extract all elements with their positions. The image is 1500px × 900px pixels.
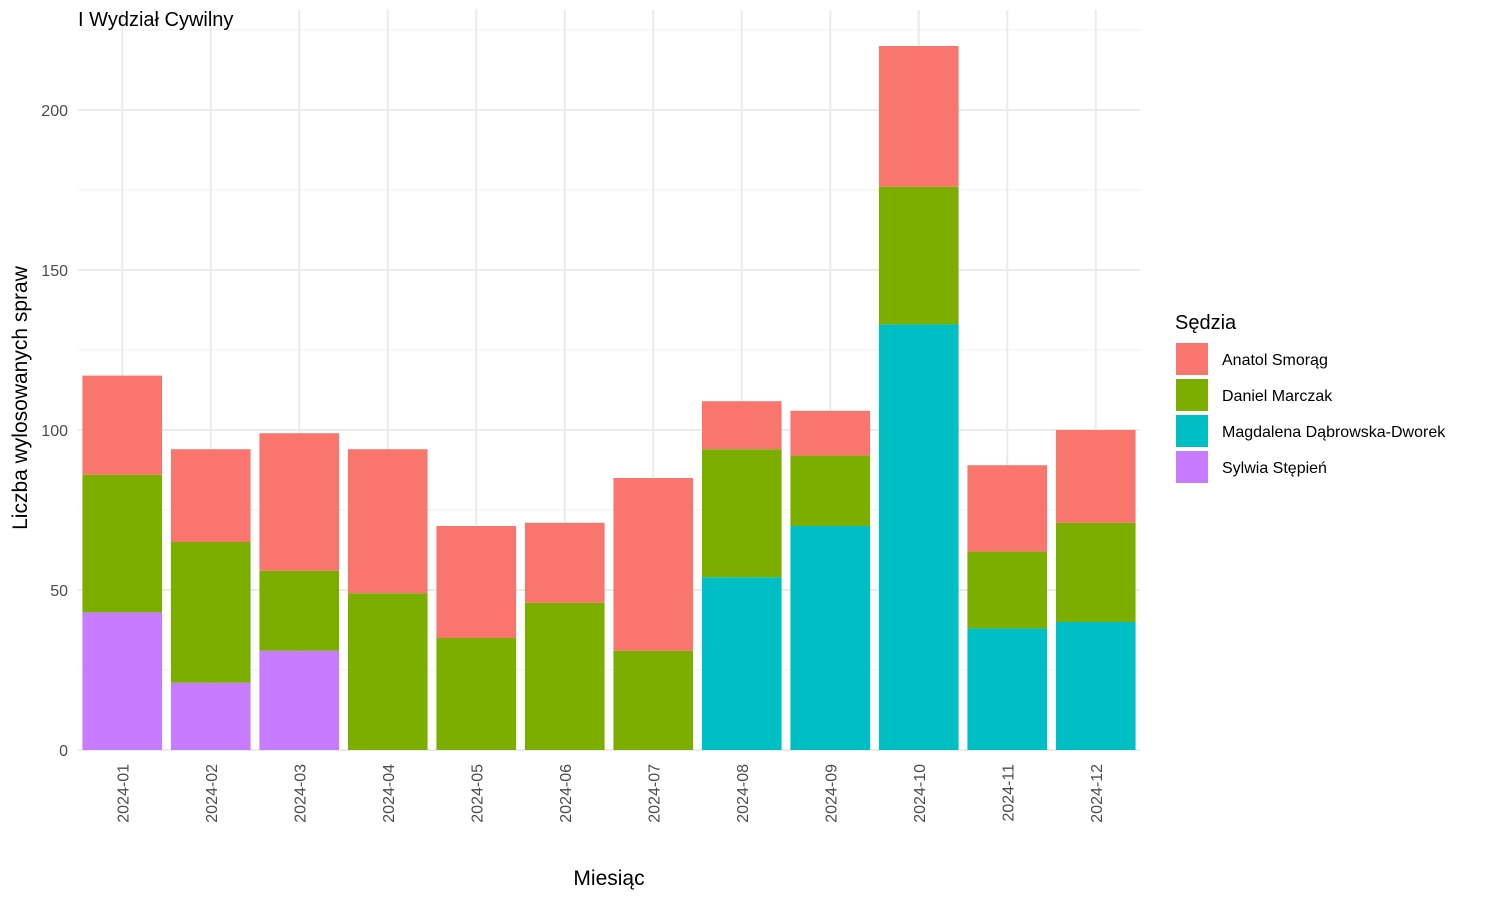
bar-segment	[82, 375, 163, 475]
y-tick-label: 200	[41, 103, 68, 120]
bar-segment	[1055, 522, 1136, 622]
y-tick-label: 50	[50, 583, 68, 600]
bar-segment	[613, 650, 694, 750]
legend-title: Sędzia	[1175, 312, 1237, 334]
chart-title: I Wydział Cywilny	[78, 9, 233, 31]
legend-key	[1176, 451, 1208, 483]
y-axis-ticks: 0 50 100 150 200	[41, 103, 68, 760]
bar-segment	[967, 551, 1048, 629]
legend: Sędzia Anatol Smorąg Daniel Marczak Magdal…	[1175, 312, 1446, 483]
legend-key	[1176, 379, 1208, 411]
x-tick-label: 2024-10	[912, 764, 929, 823]
legend-label: Magdalena Dąbrowska-Dworek	[1222, 424, 1446, 441]
bar-segment	[701, 401, 782, 450]
bar-segment	[347, 593, 428, 750]
bar-segment	[1055, 622, 1136, 750]
x-axis-title: Miesiąc	[573, 867, 644, 890]
x-tick-label: 2024-01	[115, 764, 132, 823]
bar-segment	[524, 602, 605, 750]
y-axis-title: Liczba wylosowanych spraw	[9, 265, 32, 530]
legend-label: Anatol Smorąg	[1222, 352, 1328, 369]
bar-segment	[82, 474, 163, 613]
x-tick-label: 2024-04	[381, 764, 398, 823]
x-tick-label: 2024-08	[735, 764, 752, 823]
bar-segment	[82, 612, 163, 750]
x-tick-label: 2024-02	[204, 764, 221, 823]
y-tick-label: 0	[59, 743, 68, 760]
bar-segment	[436, 526, 517, 638]
y-tick-label: 100	[41, 423, 68, 440]
bar-segment	[967, 628, 1048, 750]
x-tick-label: 2024-11	[1000, 764, 1017, 822]
bar-segment	[878, 186, 959, 325]
bar-segment	[878, 324, 959, 750]
bar-segment	[259, 433, 340, 571]
y-tick-label: 150	[41, 263, 68, 280]
legend-label: Daniel Marczak	[1222, 388, 1333, 405]
x-tick-label: 2024-05	[469, 764, 486, 823]
bar-segment	[701, 449, 782, 578]
bar-segment	[878, 46, 959, 187]
bars	[82, 46, 1136, 750]
x-tick-label: 2024-06	[558, 764, 575, 823]
bar-segment	[613, 478, 694, 651]
x-axis-ticks: 2024-01 2024-02 2024-03 2024-04 2024-05 2024-…	[115, 764, 1106, 823]
bar-segment	[701, 577, 782, 750]
bar-segment	[524, 522, 605, 603]
bar-segment	[259, 650, 340, 750]
bar-segment	[790, 410, 871, 456]
bar-segment	[967, 465, 1048, 552]
bar-segment	[790, 526, 871, 750]
x-tick-label: 2024-09	[823, 764, 840, 823]
bar-segment	[1055, 430, 1136, 523]
legend-key	[1176, 415, 1208, 447]
x-tick-label: 2024-03	[292, 764, 309, 823]
bar-segment	[170, 682, 251, 750]
bar-segment	[170, 449, 251, 542]
bar-segment	[170, 542, 251, 683]
bar-segment	[259, 570, 340, 651]
bar-segment	[347, 449, 428, 594]
bar-segment	[790, 455, 871, 526]
x-tick-label: 2024-12	[1089, 764, 1106, 823]
legend-label: Sylwia Stępień	[1222, 460, 1327, 477]
legend-key	[1176, 343, 1208, 375]
x-tick-label: 2024-07	[646, 764, 663, 823]
bar-segment	[436, 638, 517, 750]
